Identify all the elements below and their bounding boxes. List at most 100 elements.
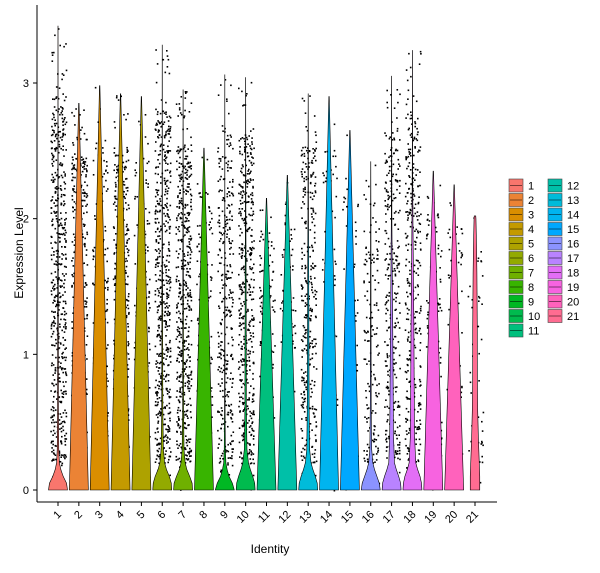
jitter-point	[415, 100, 418, 103]
jitter-point	[305, 337, 307, 339]
jitter-point	[238, 285, 241, 288]
jitter-point	[353, 263, 356, 266]
jitter-point	[185, 410, 188, 413]
jitter-point	[218, 162, 220, 165]
jitter-point	[240, 212, 242, 215]
jitter-point	[60, 147, 62, 150]
jitter-point	[168, 430, 171, 432]
jitter-point	[291, 248, 294, 251]
jitter-point	[53, 315, 55, 318]
jitter-point	[355, 230, 357, 232]
jitter-point	[180, 200, 183, 202]
jitter-point	[125, 315, 128, 317]
jitter-point	[61, 117, 64, 120]
jitter-point	[219, 460, 222, 463]
jitter-point	[230, 314, 233, 316]
jitter-point	[311, 446, 313, 448]
jitter-point	[190, 173, 193, 176]
jitter-point	[106, 247, 109, 250]
jitter-point	[165, 111, 167, 113]
jitter-point	[226, 278, 228, 280]
jitter-point	[399, 367, 401, 370]
jitter-point	[190, 144, 193, 146]
jitter-point	[364, 258, 367, 261]
jitter-point	[155, 414, 158, 416]
jitter-point	[251, 401, 254, 403]
jitter-point	[241, 254, 244, 257]
jitter-point	[186, 293, 189, 296]
jitter-point	[188, 111, 191, 113]
jitter-point	[75, 157, 77, 160]
jitter-point	[183, 393, 186, 396]
jitter-point	[270, 216, 272, 219]
jitter-point	[176, 321, 178, 323]
jitter-point	[187, 190, 189, 193]
jitter-point	[113, 121, 116, 123]
jitter-point	[51, 333, 54, 335]
jitter-point	[156, 288, 159, 290]
jitter-point	[232, 298, 234, 301]
jitter-point	[227, 464, 229, 466]
jitter-point	[311, 340, 314, 342]
jitter-point	[162, 110, 165, 113]
jitter-point	[189, 193, 192, 196]
jitter-point	[249, 410, 251, 413]
jitter-point	[301, 459, 304, 461]
jitter-point	[185, 285, 188, 287]
jitter-point	[387, 413, 389, 416]
jitter-point	[156, 335, 158, 338]
jitter-point	[220, 262, 222, 265]
jitter-point	[63, 171, 65, 173]
jitter-point	[83, 132, 86, 135]
jitter-point	[290, 228, 293, 231]
jitter-point	[58, 278, 60, 281]
jitter-point	[241, 196, 243, 199]
jitter-point	[126, 239, 129, 242]
jitter-point	[62, 134, 64, 137]
jitter-point	[375, 439, 378, 441]
jitter-point	[222, 395, 224, 398]
jitter-point	[231, 421, 234, 423]
jitter-point	[242, 425, 245, 427]
jitter-point	[156, 250, 158, 252]
jitter-point	[189, 289, 191, 292]
jitter-point	[165, 450, 167, 452]
jitter-point	[127, 228, 129, 230]
jitter-point	[391, 139, 394, 141]
jitter-point	[414, 168, 417, 171]
jitter-point	[227, 395, 230, 398]
jitter-point	[229, 228, 231, 230]
jitter-point	[190, 198, 192, 201]
jitter-point	[385, 386, 388, 389]
jitter-point	[158, 134, 161, 136]
jitter-point	[160, 315, 162, 317]
jitter-point	[365, 179, 368, 182]
jitter-point	[158, 203, 160, 206]
jitter-point	[176, 275, 178, 278]
jitter-point	[156, 391, 158, 393]
jitter-point	[185, 193, 187, 195]
jitter-point	[188, 241, 191, 243]
jitter-point	[393, 358, 395, 361]
jitter-point	[178, 295, 180, 298]
jitter-point	[394, 400, 397, 403]
jitter-point	[273, 247, 275, 250]
jitter-point	[180, 265, 183, 268]
jitter-point	[177, 424, 179, 427]
jitter-point	[62, 425, 64, 428]
jitter-point	[116, 95, 118, 97]
jitter-point	[149, 278, 151, 281]
jitter-point	[106, 347, 108, 350]
jitter-point	[166, 55, 169, 57]
jitter-point	[249, 172, 251, 174]
jitter-point	[55, 276, 57, 278]
jitter-point	[168, 313, 171, 315]
jitter-point	[225, 404, 227, 407]
jitter-point	[398, 192, 401, 194]
jitter-point	[86, 138, 88, 141]
jitter-point	[157, 129, 160, 131]
jitter-point	[156, 398, 159, 400]
jitter-point	[156, 228, 159, 231]
jitter-point	[227, 270, 230, 273]
jitter-point	[305, 178, 308, 181]
